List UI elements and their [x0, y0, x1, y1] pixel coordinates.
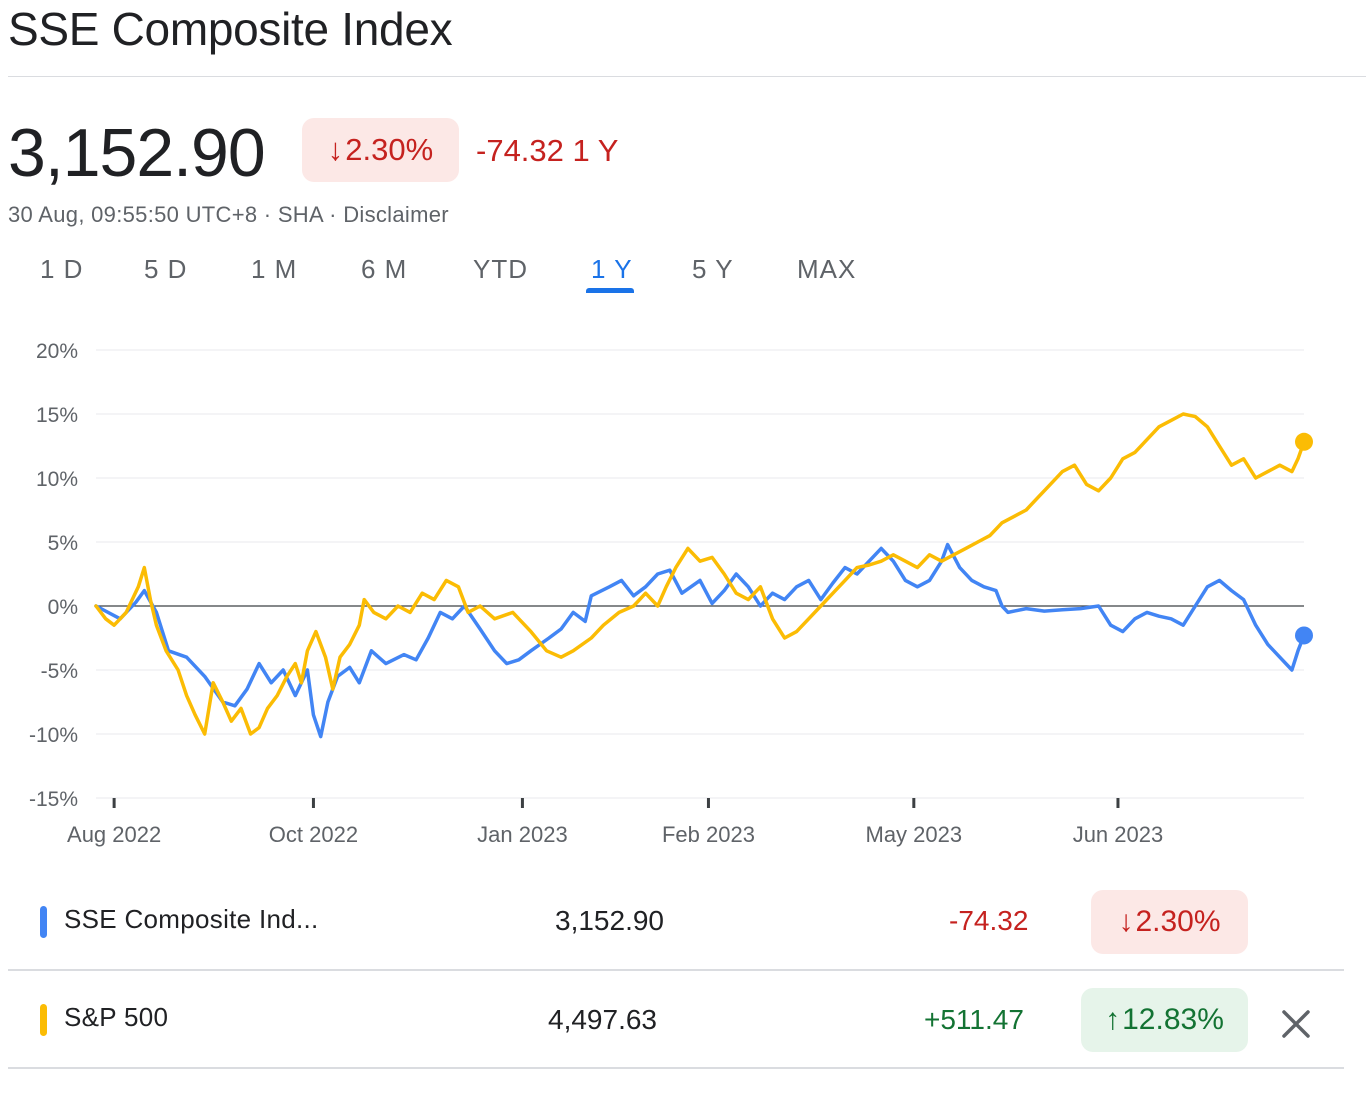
x-tick-label: May 2023 [866, 822, 963, 847]
title-divider [8, 76, 1366, 77]
sse-row-change: -74.32 [949, 905, 1029, 936]
timestamp-meta: 30 Aug, 09:55:50 UTC+8 · SHA · Disclaime… [8, 202, 449, 227]
y-tick-label: -10% [29, 724, 78, 747]
sp500-row-name[interactable]: S&P 500 [64, 1002, 169, 1032]
tab-5d[interactable]: 5 D [144, 254, 188, 284]
arrow-up-icon: ↑ [1105, 1003, 1121, 1036]
y-tick-label: -5% [41, 660, 78, 683]
sp500-legend-color [40, 1004, 47, 1036]
x-tick-label: Oct 2022 [269, 822, 358, 847]
tab-5y[interactable]: 5 Y [692, 254, 734, 284]
page-title: SSE Composite Index [8, 3, 453, 55]
y-tick-label: 20% [36, 340, 78, 363]
close-icon [1282, 1010, 1310, 1038]
sse-row-price: 3,152.90 [555, 905, 664, 936]
tab-1y[interactable]: 1 Y [591, 254, 633, 284]
row-divider [8, 1067, 1344, 1069]
sse-series-line [94, 542, 1306, 739]
current-price: 3,152.90 [8, 115, 266, 191]
sse-row-name[interactable]: SSE Composite Ind... [64, 904, 319, 934]
percent-change-badge: ↓ 2.30% [302, 118, 459, 182]
sp500-row-percent: 12.83% [1122, 1003, 1224, 1036]
sp500-row-price: 4,497.63 [548, 1004, 657, 1035]
comparison-chart[interactable]: 20% 15% 10% 5% 0% -5% -10% -15% Aug 2022 Oct 2022… [0, 320, 1366, 860]
x-tick-label: Jan 2023 [477, 822, 568, 847]
tab-1m[interactable]: 1 M [251, 254, 298, 284]
sse-legend-color [40, 906, 47, 938]
sse-row-percent: 2.30% [1135, 905, 1221, 938]
sp500-endpoint-marker [1295, 432, 1313, 451]
row-divider [8, 969, 1344, 971]
y-tick-label: 0% [48, 596, 78, 619]
x-tick-label: Jun 2023 [1073, 822, 1164, 847]
y-tick-label: -15% [29, 788, 78, 811]
y-tick-label: 5% [48, 532, 78, 555]
y-tick-label: 15% [36, 404, 78, 427]
tab-ytd[interactable]: YTD [473, 254, 528, 284]
sp500-series-line [94, 412, 1306, 736]
active-tab-indicator [586, 288, 634, 293]
sse-endpoint-marker [1295, 626, 1313, 645]
tab-max[interactable]: MAX [797, 254, 857, 284]
tab-1d[interactable]: 1 D [40, 254, 84, 284]
sp500-row-percent-badge: ↑ 12.83% [1081, 988, 1248, 1052]
x-tick-label: Feb 2023 [662, 822, 755, 847]
arrow-down-icon: ↓ [327, 132, 344, 167]
x-tick-label: Aug 2022 [67, 822, 161, 847]
price-change-label: -74.32 1 Y [476, 133, 619, 168]
sse-row-percent-badge: ↓ 2.30% [1091, 890, 1248, 954]
arrow-down-icon: ↓ [1118, 905, 1134, 938]
percent-change-value: 2.30% [345, 132, 434, 167]
sp500-row-change: +511.47 [924, 1004, 1024, 1035]
remove-comparison-button[interactable] [1276, 1004, 1316, 1044]
y-tick-label: 10% [36, 468, 78, 491]
tab-6m[interactable]: 6 M [361, 254, 408, 284]
